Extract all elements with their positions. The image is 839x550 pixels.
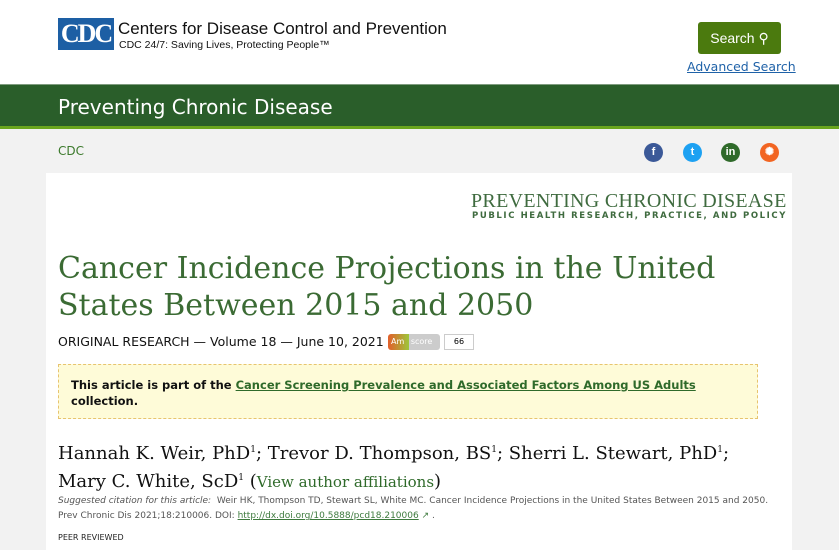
facebook-icon[interactable]: f [644, 143, 663, 162]
journal-name: PREVENTING CHRONIC DISEASE [471, 190, 787, 212]
site-header: CDC Centers for Disease Control and Prev… [0, 0, 839, 84]
author-affiliations-link[interactable]: View author affiliations [256, 473, 435, 491]
article-meta: ORIGINAL RESEARCH — Volume 18 — June 10,… [58, 334, 384, 349]
syndicate-icon[interactable]: ✺ [760, 143, 779, 162]
twitter-icon[interactable]: t [683, 143, 702, 162]
author-name: Sherri L. Stewart, PhD [508, 443, 718, 464]
search-button[interactable]: Search ⚲ [698, 22, 781, 54]
author-name: Trevor D. Thompson, BS [267, 443, 492, 464]
site-title[interactable]: Preventing Chronic Disease [58, 95, 333, 119]
tagline: CDC 24/7: Saving Lives, Protecting Peopl… [119, 39, 330, 51]
title-band: Preventing Chronic Disease [0, 84, 839, 129]
search-icon: ⚲ [758, 30, 769, 46]
author-name: Mary C. White, ScD [58, 471, 239, 492]
altmetric-score: 66 [444, 334, 474, 350]
external-link-icon: ↗ [421, 511, 430, 521]
linkedin-icon[interactable]: in [721, 143, 740, 162]
altmetric-icon: Am score [388, 334, 440, 350]
journal-subtitle: PUBLIC HEALTH RESEARCH, PRACTICE, AND PO… [472, 211, 788, 221]
collection-link[interactable]: Cancer Screening Prevalence and Associat… [235, 378, 696, 392]
breadcrumb[interactable]: CDC [58, 144, 84, 158]
author-list: Hannah K. Weir, PhD1; Trevor D. Thompson… [58, 443, 730, 492]
content-card [46, 173, 792, 550]
citation: Suggested citation for this article: Wei… [58, 496, 769, 521]
org-name[interactable]: Centers for Disease Control and Preventi… [118, 19, 447, 38]
page-title: Cancer Incidence Projections in the Unit… [58, 251, 716, 323]
altmetric-badge[interactable]: Am score 66 [388, 334, 474, 350]
peer-reviewed-label: PEER REVIEWED [58, 533, 124, 542]
author-name: Hannah K. Weir, PhD [58, 443, 251, 464]
search-label: Search [710, 30, 755, 46]
advanced-search-link[interactable]: Advanced Search [687, 59, 796, 74]
cdc-logo[interactable]: CDC [58, 18, 114, 50]
doi-link[interactable]: http://dx.doi.org/10.5888/pcd18.210006 [237, 511, 419, 521]
collection-notice: This article is part of the Cancer Scree… [58, 364, 758, 419]
